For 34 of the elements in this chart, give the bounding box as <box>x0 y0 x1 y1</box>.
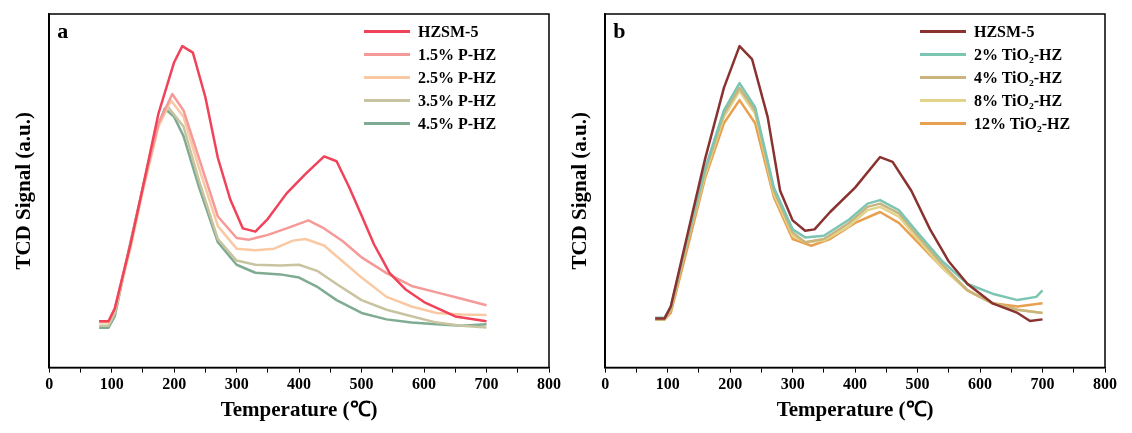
x-tick-label: 200 <box>718 375 743 393</box>
legend-label: 2% TiO₂-HZ <box>974 45 1063 64</box>
x-tick-label: 300 <box>780 375 805 393</box>
legend-label: 8% TiO₂-HZ <box>974 91 1063 110</box>
text: b <box>613 18 626 44</box>
y-axis-title: TCD Signal (a.u.) <box>567 112 592 270</box>
text: a <box>57 18 69 44</box>
y-axis-title: TCD Signal (a.u.) <box>11 112 36 270</box>
legend-label: HZSM-5 <box>418 22 479 41</box>
x-tick-label: 500 <box>349 375 374 393</box>
legend-label: 4.5% P-HZ <box>418 114 497 133</box>
x-tick-label: 700 <box>474 375 499 393</box>
x-tick-label: 400 <box>843 375 868 393</box>
x-tick-label: 0 <box>601 375 610 393</box>
x-tick-label: 0 <box>45 375 54 393</box>
x-tick-label: 200 <box>162 375 187 393</box>
x-tick-label: 100 <box>99 375 124 393</box>
x-tick-label: 700 <box>1030 375 1055 393</box>
x-tick-label: 100 <box>655 375 680 393</box>
legend-label: 12% TiO₂-HZ <box>974 114 1071 133</box>
legend-label: 2.5% P-HZ <box>418 68 497 87</box>
x-tick-label: 800 <box>1093 375 1117 393</box>
x-tick-label: 400 <box>287 375 312 393</box>
x-tick-label: 800 <box>537 375 561 393</box>
x-tick-label: 600 <box>412 375 437 393</box>
legend-label: 4% TiO₂-HZ <box>974 68 1063 87</box>
legend-label: HZSM-5 <box>974 22 1035 41</box>
x-tick-label: 500 <box>905 375 930 393</box>
legend-label: 1.5% P-HZ <box>418 45 497 64</box>
x-tick-label: 600 <box>968 375 993 393</box>
legend-label: 3.5% P-HZ <box>418 91 497 110</box>
x-axis-title: Temperature (℃) <box>220 396 378 421</box>
x-axis-title: Temperature (℃) <box>776 396 934 421</box>
x-tick-label: 300 <box>224 375 249 393</box>
